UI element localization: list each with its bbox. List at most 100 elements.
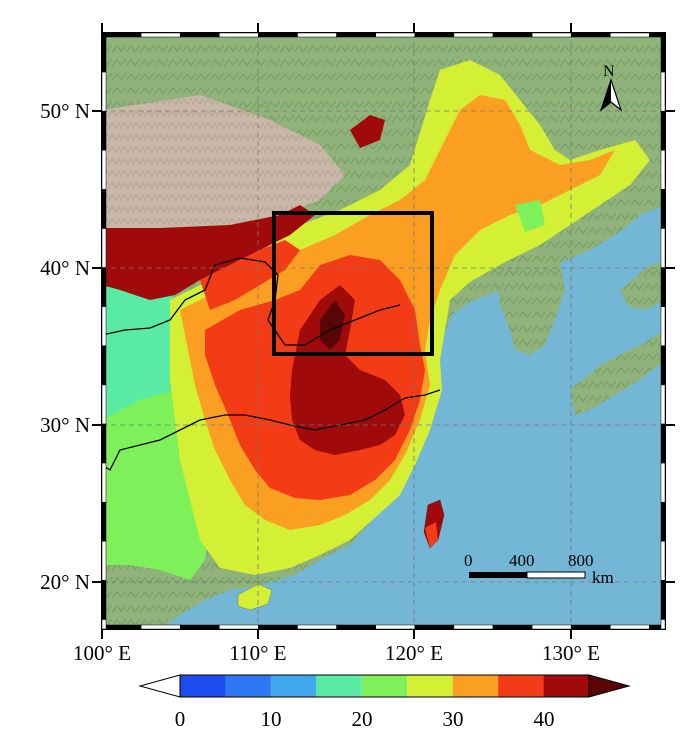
frame-segment [258, 624, 298, 630]
frame-segment [219, 624, 259, 630]
scale-tick-400: 400 [509, 551, 535, 570]
colorbar-tick-40: 40 [534, 707, 555, 731]
yangtze-river [102, 389, 441, 471]
frame-segment [531, 32, 572, 38]
frame-segment [453, 32, 494, 38]
field-darkred-core [320, 300, 345, 350]
colorbar-tick-0: 0 [175, 707, 186, 731]
frame-segment [570, 32, 611, 38]
north-arrow: N [599, 63, 623, 112]
scale-bar-white [526, 571, 586, 579]
frame-segment [660, 345, 666, 386]
frame-segment [492, 32, 533, 38]
colorbar-class-7 [498, 675, 544, 697]
frame-segment [101, 624, 142, 630]
frame-checker [101, 32, 666, 630]
frame-segment [101, 32, 142, 38]
frame-segment [101, 71, 107, 112]
lon-label-120: 120° E [385, 641, 443, 665]
frame-segment [101, 384, 107, 425]
frame-segment [297, 32, 337, 38]
frame-segment [660, 384, 666, 425]
korea [498, 255, 565, 355]
field-darkred-nw [102, 205, 315, 300]
frame-segment [101, 345, 107, 386]
frame-segment [101, 423, 107, 464]
frame-segment [101, 541, 107, 581]
field-green-ne [515, 200, 545, 232]
frame-segment [297, 624, 337, 630]
data-field [102, 60, 650, 580]
colorbar-tick-30: 30 [443, 707, 464, 731]
colorbar-class-4 [361, 675, 408, 697]
colorbar-class-5 [407, 675, 453, 697]
japan [570, 330, 665, 415]
frame-segment [610, 32, 650, 38]
japan-north [620, 262, 665, 310]
lon-label-130: 130° E [542, 641, 600, 665]
frame-segment [414, 32, 455, 38]
frame-segment [660, 267, 666, 307]
frame-segment [101, 619, 107, 630]
study-area-box [272, 211, 434, 356]
frame-segment [610, 624, 650, 630]
map-body: N [102, 33, 665, 629]
frame-segment [660, 580, 666, 620]
frame-segment [179, 624, 220, 630]
colorbar-tick-10: 10 [261, 707, 282, 731]
frame-segment [453, 624, 494, 630]
frame-segment [179, 32, 220, 38]
frame-segment [101, 110, 107, 151]
frame-segment [660, 189, 666, 229]
frame-segment [140, 624, 181, 630]
frame-segment [492, 624, 533, 630]
north-arrow-label: N [603, 63, 615, 80]
frame-segment [101, 462, 107, 503]
frame-segment [101, 150, 107, 190]
scale-bar-black [469, 572, 527, 578]
frame-segment [660, 228, 666, 268]
scale-tick-800: 800 [568, 551, 594, 570]
frame-segment [336, 32, 376, 38]
frame-segment [414, 624, 455, 630]
colorbar-class-3 [316, 675, 362, 697]
field-darkred-ne [350, 115, 385, 148]
frame-segment [258, 32, 298, 38]
frame-segment [375, 32, 416, 38]
mongolia-desert [102, 95, 345, 230]
yellow-river [102, 257, 401, 346]
colorbar-under-triangle [138, 674, 181, 698]
frame-segment [660, 619, 666, 630]
frame-segment [660, 71, 666, 112]
colorbar-class-0 [180, 675, 226, 697]
frame-segment [101, 189, 107, 229]
lon-label-110: 110° E [229, 641, 286, 665]
scale-tick-0: 0 [464, 551, 473, 570]
lon-label-100: 100° E [73, 641, 131, 665]
taiwan-red [425, 522, 438, 548]
lat-label-50: 50° N [40, 99, 90, 123]
frame-segment [660, 541, 666, 581]
frame-segment [660, 306, 666, 347]
lat-label-40: 40° N [40, 256, 90, 280]
north-arrow-fill [601, 80, 611, 110]
frame-segment [660, 462, 666, 503]
frame-segment [101, 32, 107, 73]
colorbar-class-8 [543, 675, 589, 697]
lat-label-30: 30° N [40, 413, 90, 437]
frame-segment [570, 624, 611, 630]
frame-segment [101, 267, 107, 307]
frame-segment [375, 624, 416, 630]
lat-label-20: 20° N [40, 570, 90, 594]
scale-unit: km [592, 568, 614, 587]
frame-segment [531, 624, 572, 630]
colorbar [138, 674, 631, 698]
frame-segment [101, 501, 107, 542]
frame-segment [660, 150, 666, 190]
colorbar-class-1 [225, 675, 271, 697]
frame-segment [660, 423, 666, 464]
frame-ticks [92, 23, 675, 639]
frame-segment [140, 32, 181, 38]
colorbar-frame [179, 674, 590, 698]
